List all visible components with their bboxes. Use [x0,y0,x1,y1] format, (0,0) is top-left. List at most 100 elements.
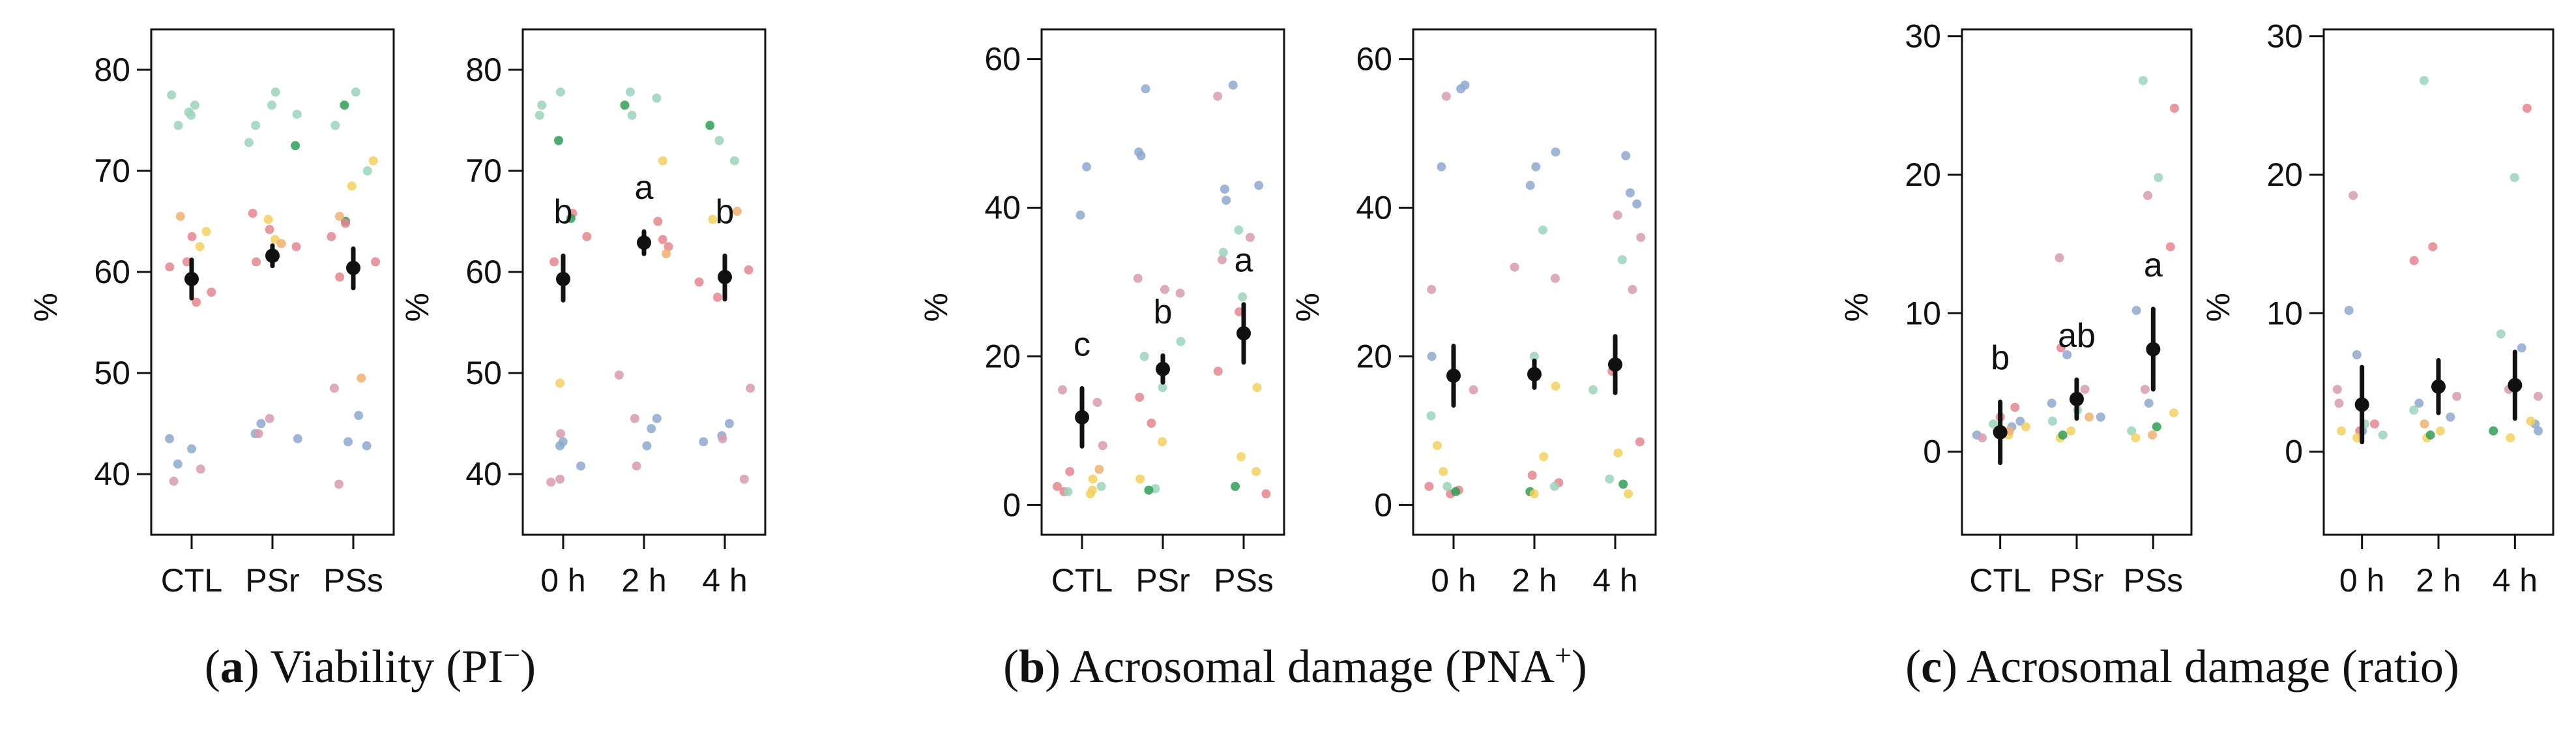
data-point [1238,292,1248,302]
data-point [664,242,673,252]
data-point [2435,426,2445,436]
data-point [2420,419,2429,429]
data-point [251,121,261,130]
y-tick-label: 60 [94,254,130,290]
data-point [1147,419,1156,428]
data-point [2446,412,2455,422]
data-point [1254,181,1264,190]
significance-label: a [2144,247,2163,284]
data-point [169,476,179,486]
data-point [620,100,630,110]
mean-point [2431,379,2446,394]
data-point [165,262,175,272]
data-point [173,459,183,469]
data-point [201,227,211,236]
y-tick-label: 60 [465,254,502,290]
y-axis-label: % [2200,293,2236,322]
data-point [1550,273,1560,283]
data-point [1092,398,1102,408]
data-point [1510,262,1519,272]
y-tick-label: 50 [465,355,502,391]
data-point [2352,350,2362,359]
data-point [291,242,301,252]
data-point [554,136,563,145]
data-point [2148,430,2158,440]
data-point [1141,84,1150,94]
data-point [1237,452,1246,462]
data-point [630,413,639,423]
mean-point [718,269,732,284]
y-axis-label: % [27,293,64,322]
data-point [291,141,300,151]
data-point [2080,385,2090,395]
plot-b2: 0 20 40 60% 0 h 2 h 4 h [1289,28,1657,599]
data-point [362,166,372,175]
x-tick-label: 2 h [621,562,667,599]
y-tick-label: 80 [465,52,502,88]
x-tick-label: 2 h [1512,562,1557,599]
data-point [341,218,350,228]
significance-label: b [1991,339,2010,377]
y-tick-label: 20 [984,338,1021,374]
data-point [2140,385,2150,395]
data-point [2131,306,2141,315]
data-point [334,211,344,221]
plot-frame [2322,28,2554,536]
x-tick-label: CTL [1051,562,1113,599]
data-point [2066,426,2076,436]
data-point [334,479,344,489]
data-point [733,207,742,216]
data-point [330,121,340,130]
data-point [368,156,378,166]
data-point [248,209,257,218]
data-point [658,235,667,245]
data-point [1529,352,1539,361]
y-tick-label: 10 [2266,295,2303,331]
data-point [265,224,274,234]
data-point [184,108,194,117]
data-point [2047,398,2056,408]
caption-b-sup: + [1555,638,1572,672]
data-point [362,441,372,451]
mean-point [346,260,360,275]
data-point [642,441,652,451]
data-point [729,156,739,166]
data-point [1978,433,1987,443]
significance-label: b [554,193,573,231]
caption-a-end: ) [520,640,536,693]
data-point [705,121,715,130]
data-point [2144,398,2154,408]
data-point [1065,467,1075,477]
y-tick-label: 0 [1374,486,1392,523]
data-point [2337,426,2347,436]
x-tick-label: 0 h [1431,562,1476,599]
data-point [254,429,263,438]
data-point [1076,210,1085,220]
data-point [632,461,641,471]
plot-c1: 0 10 20 30% CTL PSr PSs b ab a [1838,18,2193,599]
x-tick-label: PSs [323,562,383,599]
data-point [2334,398,2344,408]
data-point [329,383,339,393]
data-point [207,288,216,297]
data-point [556,429,566,438]
data-point [708,215,718,224]
plot-b1: 0 20 40 60% CTL PSr PSs c b a [918,28,1285,599]
data-point [2062,350,2072,359]
data-point [292,110,302,119]
data-point [2349,190,2358,200]
data-point [714,136,724,145]
data-point [182,257,192,267]
y-tick-label: 0 [1003,486,1021,523]
data-point [1133,273,1143,283]
y-tick-label: 80 [94,52,130,88]
data-point [267,100,276,110]
x-tick-label: PSr [2049,562,2103,599]
data-point [265,413,274,423]
data-point [1613,210,1622,220]
mean-point [1527,366,1542,381]
plot-c2: 0 10 20 30% 0 h 2 h 4 h [2200,18,2554,599]
data-point [256,419,266,428]
data-point [192,297,201,307]
